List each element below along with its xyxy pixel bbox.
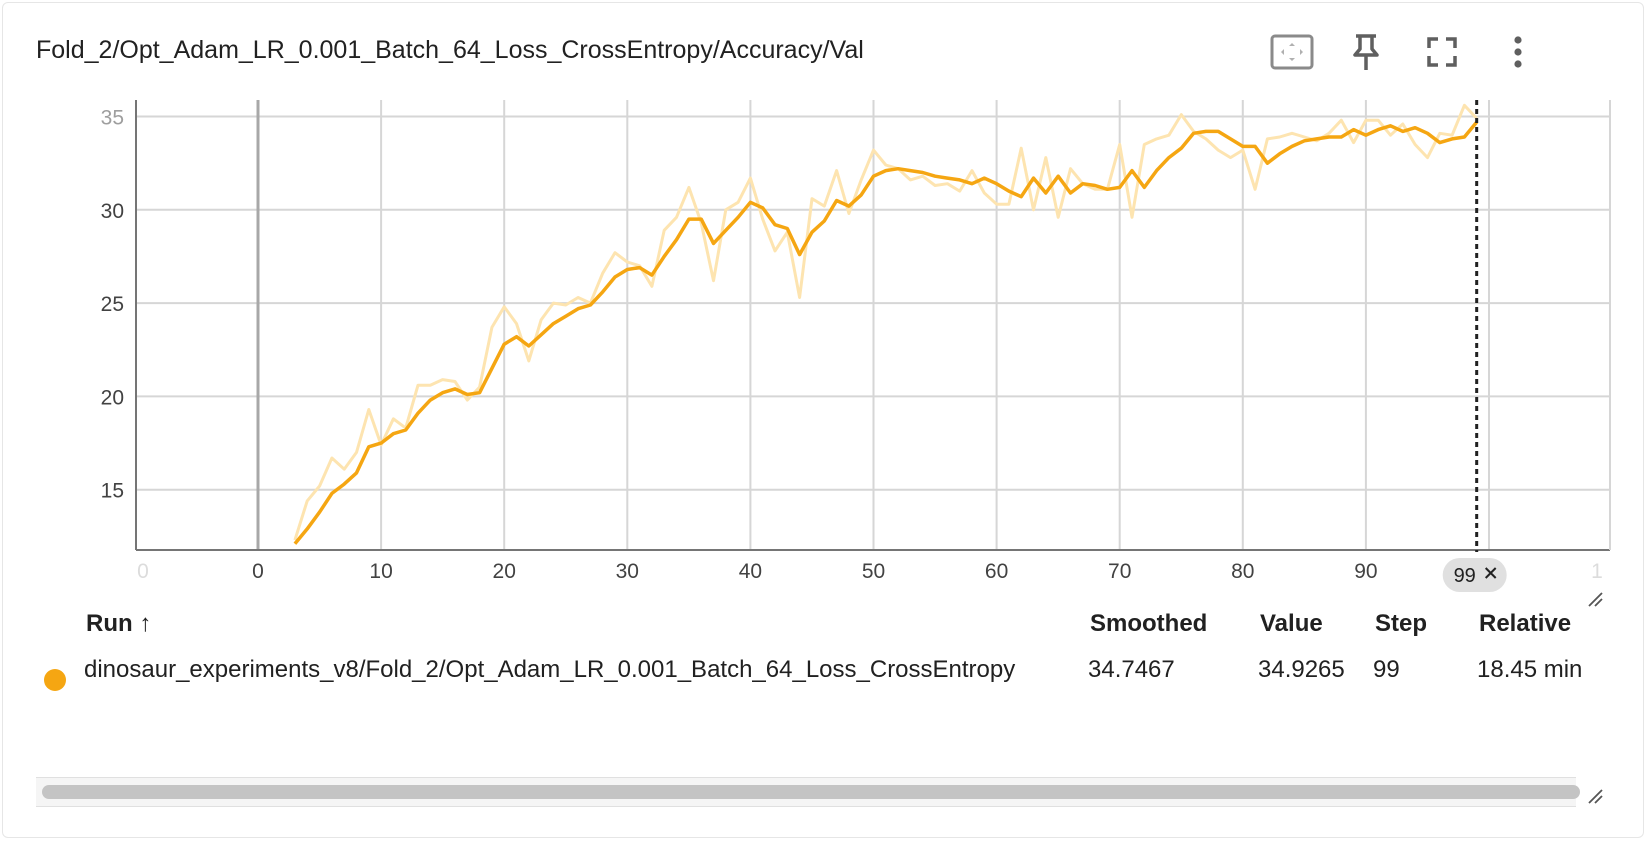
step-cursor[interactable]: 99 (1442, 100, 1507, 592)
chart-axes (135, 100, 1611, 551)
x-tick-label: 10 (369, 560, 392, 583)
y-tick-label: 20 (101, 386, 124, 409)
y-tick-label: 30 (101, 200, 124, 223)
header-step[interactable]: Step (1375, 610, 1428, 637)
table-resize-icon[interactable] (1586, 787, 1604, 805)
row-relative: 18.45 min (1477, 656, 1583, 683)
x-tick-label: 90 (1354, 560, 1377, 583)
x-tick-label: 20 (493, 560, 516, 583)
x-tick-label: 1 (1591, 560, 1603, 583)
pin-icon (1353, 34, 1379, 70)
step-cursor-label: 99 (1454, 565, 1476, 587)
close-icon (1484, 567, 1497, 579)
raw-series-line (293, 103, 1478, 541)
y-tick-label: 35 (101, 107, 124, 130)
chart-grid (136, 100, 1610, 550)
x-tick-label: 80 (1231, 560, 1254, 583)
x-tick-label: 60 (985, 560, 1008, 583)
row-step: 99 (1373, 656, 1400, 683)
fullscreen-button[interactable] (1418, 28, 1466, 76)
chart-series (293, 103, 1479, 545)
chart-tick-labels: 15 20 25 30 35 0 0 10 20 30 40 50 60 70 80 90 1 (101, 107, 1603, 584)
x-tick-label: 50 (862, 560, 885, 583)
header-value[interactable]: Value (1260, 610, 1323, 637)
line-chart[interactable]: 15 20 25 30 35 0 0 10 20 30 40 50 60 70 80 90 1 99 (0, 0, 1648, 600)
fit-domain-button[interactable] (1268, 28, 1316, 76)
fit-domain-icon (1270, 34, 1314, 70)
horizontal-scrollbar[interactable] (36, 777, 1580, 807)
y-tick-label: 15 (101, 480, 124, 503)
card-toolbar (1270, 28, 1620, 76)
chart-resize-icon[interactable] (1586, 590, 1604, 608)
header-relative[interactable]: Relative (1479, 610, 1572, 637)
header-smoothed[interactable]: Smoothed (1090, 610, 1208, 637)
y-tick-label: 25 (101, 293, 124, 316)
more-vert-icon (1514, 36, 1522, 68)
smoothed-series-line (293, 120, 1479, 545)
run-color-dot[interactable] (44, 669, 66, 691)
x-tick-label: 0 (252, 560, 264, 583)
row-run-name: dinosaur_experiments_v8/Fold_2/Opt_Adam_… (84, 656, 1016, 683)
x-tick-label: 0 (137, 560, 149, 583)
pin-button[interactable] (1342, 28, 1390, 76)
fullscreen-icon (1427, 37, 1457, 67)
x-tick-label: 70 (1108, 560, 1131, 583)
row-value: 34.9265 (1258, 656, 1345, 683)
card-title: Fold_2/Opt_Adam_LR_0.001_Batch_64_Loss_C… (36, 36, 864, 64)
x-tick-label: 40 (739, 560, 762, 583)
step-cursor-chip (1442, 558, 1507, 592)
row-smoothed: 34.7467 (1088, 656, 1175, 683)
x-tick-label: 30 (616, 560, 639, 583)
more-options-button[interactable] (1494, 28, 1542, 76)
scrollbar-thumb[interactable] (42, 785, 1580, 799)
header-run[interactable]: Run ↑ (86, 610, 152, 637)
